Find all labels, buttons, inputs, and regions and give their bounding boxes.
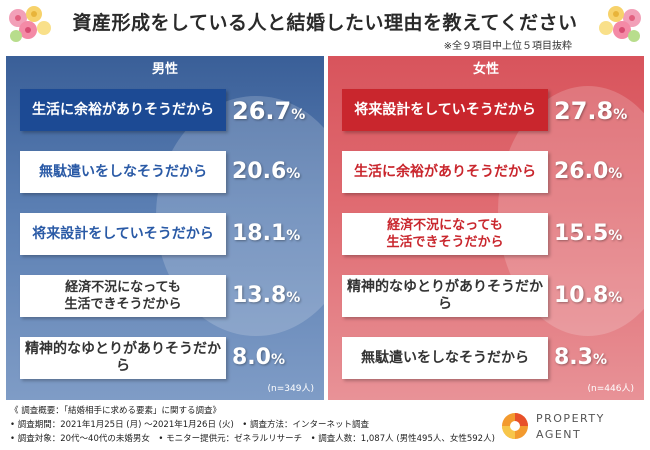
female-rank-1-unit: % [613,107,628,123]
male-rank-3-label: 将来設計をしていそうだから [32,225,214,242]
logo-text-agent: AGENT [536,428,582,441]
male-rank-2-unit: % [286,166,301,182]
male-panel: 男性 生活に余裕がありそうだから 26.7% 無駄遣いをしなそうだから 20.6% 将来… [6,56,356,400]
female-rank-4-unit: % [608,290,623,306]
male-rank-4-box: 経済不況になっても 生活できそうだから [20,275,226,317]
female-rank-2-value: 26.0% [554,159,622,184]
survey-target: • 調査対象：20代～40代の未婚男女 • モニター提供元：ゼネラルリサーチ •… [10,434,495,444]
female-rank-1-box: 将来設計をしていそうだから [342,89,548,131]
female-rank-1-label: 将来設計をしていそうだから [354,101,536,118]
property-agent-logo-icon [502,413,528,439]
logo-text-property: PROPERTY [536,412,605,425]
male-rank-4-label: 経済不況になっても 生活できそうだから [64,280,182,312]
female-rank-5-number: 8.3 [554,345,593,370]
female-rank-5-box: 無駄遣いをしなそうだから [342,337,548,379]
female-rank-5-label: 無駄遣いをしなそうだから [361,349,529,366]
survey-summary-heading: 《 調査概要：「結婚相手に求める要素」に関する調査》 [10,406,221,416]
male-heading: 男性 [151,62,178,77]
male-rank-2-value: 20.6% [232,159,300,184]
survey-period: • 調査期間：2021年1月25日 (月) ～2021年1月26日 (火) • … [10,420,370,430]
male-rank-5-label: 精神的なゆとりがありそうだから [25,341,221,374]
female-rank-3-box: 経済不況になっても 生活できそうだから [342,213,548,255]
flower-bouquet-icon [599,6,641,42]
male-rank-5-number: 8.0 [232,345,271,370]
male-rank-3-unit: % [286,228,301,244]
male-rank-5-unit: % [270,352,286,368]
female-rank-2-number: 26.0 [554,159,609,184]
female-sample-size: (n=446人) [587,384,634,394]
female-rank-4-box: 精神的なゆとりがありそうだから [342,275,548,317]
male-rank-3-box: 将来設計をしていそうだから [20,213,226,255]
female-rank-4-value: 10.8% [554,283,622,308]
male-rank-1-unit: % [291,107,306,123]
male-rank-5-box: 精神的なゆとりがありそうだから [20,337,226,379]
male-rank-1-box: 生活に余裕がありそうだから [20,89,226,131]
male-rank-1-number: 26.7 [232,97,292,125]
female-rank-3-number: 15.5 [554,221,609,246]
female-rank-4-number: 10.8 [554,283,609,308]
female-rank-5-unit: % [592,352,608,368]
flower-bouquet-icon [9,6,51,42]
male-rank-3-number: 18.1 [232,221,287,246]
female-heading: 女性 [472,62,499,77]
female-rank-2-box: 生活に余裕がありそうだから [342,151,548,193]
title-area: 資産形成をしている人と結婚したい理由を教えてください ※全９項目中上位５項目抜粋 [0,0,650,56]
male-rank-2-number: 20.6 [232,159,287,184]
male-rank-5-value: 8.0% [232,345,285,370]
male-sample-size: (n=349人) [267,384,314,394]
female-rank-3-unit: % [608,228,623,244]
female-rank-3-label: 経済不況になっても 生活できそうだから [386,218,504,250]
female-rank-1-value: 27.8% [554,97,627,125]
male-rank-4-unit: % [286,290,301,306]
survey-footer: 《 調査概要：「結婚相手に求める要素」に関する調査》 • 調査期間：2021年1… [0,400,650,450]
female-rank-2-unit: % [608,166,623,182]
male-rank-4-value: 13.8% [232,283,300,308]
chart-subtitle: ※全９項目中上位５項目抜粋 [443,41,572,52]
female-panel: 女性 将来設計をしていそうだから 27.8% 生活に余裕がありそうだから 26.0% 経… [328,56,650,400]
male-rank-4-number: 13.8 [232,283,287,308]
male-rank-2-label: 無駄遣いをしなそうだから [39,163,207,180]
female-rank-2-label: 生活に余裕がありそうだから [354,163,536,180]
chart-title: 資産形成をしている人と結婚したい理由を教えてください [72,12,578,34]
male-rank-2-box: 無駄遣いをしなそうだから [20,151,226,193]
female-rank-4-label: 精神的なゆとりがありそうだから [347,279,543,312]
male-rank-3-value: 18.1% [232,221,300,246]
male-rank-1-label: 生活に余裕がありそうだから [32,101,214,118]
female-rank-1-number: 27.8 [554,97,614,125]
male-rank-1-value: 26.7% [232,97,305,125]
female-rank-5-value: 8.3% [554,345,607,370]
female-rank-3-value: 15.5% [554,221,622,246]
